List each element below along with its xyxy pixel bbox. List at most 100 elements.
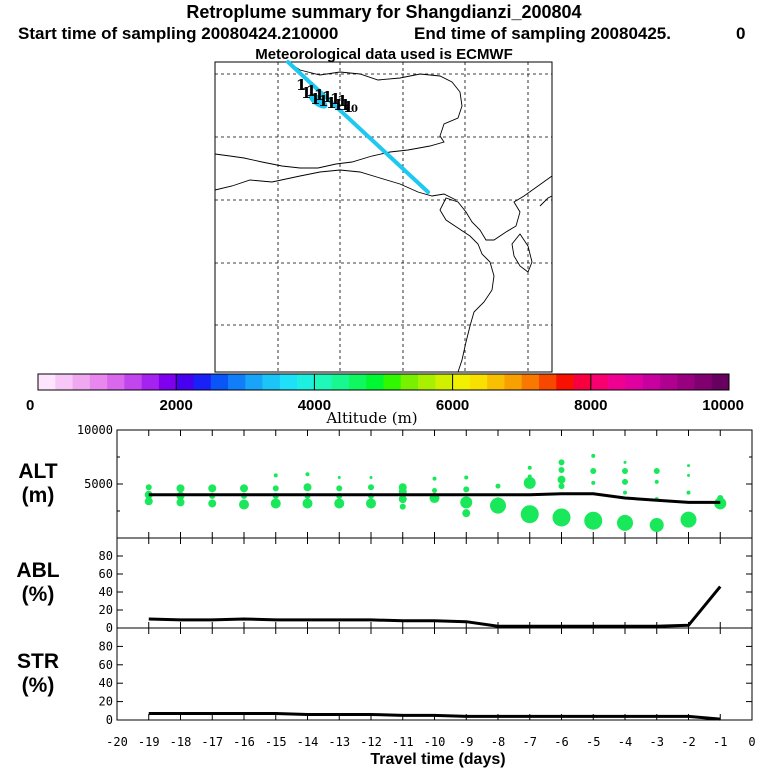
colorbar-swatch [176, 374, 194, 390]
y-tick-label: 0 [106, 713, 113, 727]
panel-ylabel: ABL [16, 559, 59, 582]
coastline [439, 175, 553, 373]
y-tick-label: 80 [99, 549, 113, 563]
scatter-point [464, 475, 469, 480]
colorbar-swatch [659, 374, 678, 390]
y-tick-label: 10000 [77, 423, 113, 437]
colorbar-tick-label: 2000 [160, 397, 193, 414]
scatter-point [208, 484, 217, 493]
colorbar-swatch [642, 374, 661, 390]
scatter-point [432, 487, 437, 493]
y-tick-label: 20 [99, 695, 113, 709]
colorbar-swatch [158, 374, 177, 390]
cluster-label: 10 [344, 104, 358, 115]
colorbar-tick-label: 8000 [574, 397, 607, 414]
scatter-point [590, 468, 597, 475]
colorbar-swatch [556, 374, 574, 390]
x-tick-label: -8 [491, 735, 505, 749]
cluster-label: 1 [326, 94, 336, 112]
scatter-point [490, 497, 506, 514]
scatter-point [368, 484, 374, 491]
colorbar-swatch [625, 374, 643, 390]
map-frame [214, 61, 553, 373]
end-time-label: End time of sampling 20080425. [414, 24, 671, 43]
end-time-suffix: 0 [736, 24, 746, 43]
cluster-label: 1 [296, 76, 306, 94]
border-line [214, 169, 457, 201]
colorbar-swatch [245, 374, 263, 390]
coastline-peninsula [511, 233, 533, 273]
scatter-point [558, 466, 565, 473]
scatter-point [305, 472, 310, 477]
x-tick-label: -14 [297, 735, 319, 749]
scatter-point [622, 468, 628, 475]
scatter-point [552, 508, 571, 527]
x-tick-label: -16 [233, 735, 255, 749]
scatter-point [591, 453, 596, 458]
colorbar-swatch [124, 374, 142, 390]
scatter-point [334, 498, 345, 509]
colorbar-swatch [297, 374, 315, 390]
plume-cluster-blob [308, 93, 328, 109]
scatter-point [653, 468, 660, 475]
colorbar-tick-label: 0 [26, 397, 34, 414]
colorbar-swatch [383, 374, 402, 390]
scatter-point [523, 476, 536, 489]
y-tick-label: 0 [106, 621, 113, 635]
panel-ylabel-unit: (%) [22, 674, 55, 697]
panel-frame [116, 627, 753, 721]
colorbar-swatch [228, 374, 246, 390]
colorbar-swatch [504, 374, 522, 390]
scatter-point [495, 483, 501, 489]
colorbar-tick-label: 10000 [702, 397, 744, 414]
met-data-label: Meteorological data used is ECMWF [255, 46, 513, 63]
cluster-label: 1 [314, 86, 324, 104]
coastline [539, 195, 553, 207]
scatter-point [272, 485, 279, 492]
map-gridlines [215, 62, 552, 372]
x-tick-label: -3 [650, 735, 664, 749]
colorbar-swatch [711, 374, 730, 390]
colorbar-swatch [677, 374, 695, 390]
colorbar-swatch [55, 374, 73, 390]
colorbar-swatch [694, 374, 713, 390]
scatter-point [687, 464, 690, 468]
x-tick-label: -1 [713, 735, 727, 749]
start-time-label: Start time of sampling 20080424.210000 [18, 24, 339, 43]
chart-title: Retroplume summary for Shangdianzi_20080… [186, 2, 582, 22]
cluster-label: 1 [337, 92, 347, 110]
colorbar-swatch [193, 374, 212, 390]
x-tick-label: -12 [360, 735, 382, 749]
colorbar-swatch [487, 374, 505, 390]
scatter-point [302, 498, 313, 509]
colorbar-label: Altitude (m) [325, 409, 417, 427]
scatter-point [337, 476, 341, 480]
cluster-label: 1 [301, 84, 311, 102]
colorbar-swatch [418, 374, 436, 390]
x-tick-label: -15 [265, 735, 287, 749]
scatter-point [584, 511, 603, 530]
y-tick-label: 20 [99, 603, 113, 617]
colorbar-swatch [573, 374, 592, 390]
y-tick-label: 5000 [84, 477, 113, 491]
x-tick-label: -2 [681, 735, 695, 749]
x-tick-label: -13 [328, 735, 350, 749]
scatter-point [558, 459, 565, 466]
scatter-point [399, 503, 406, 510]
x-tick-label: -18 [170, 735, 192, 749]
x-tick-label: -7 [523, 735, 537, 749]
colorbar: 0 2000 4000 6000 8000 10000 [26, 373, 744, 414]
x-tick-label: -20 [106, 735, 128, 749]
scatter-point [208, 499, 217, 508]
scatter-point [145, 484, 152, 491]
colorbar-swatch [331, 374, 350, 390]
alt-mean-line [148, 492, 721, 504]
colorbar-swatch [72, 374, 91, 390]
scatter-point [303, 483, 312, 492]
y-tick-label: 60 [99, 658, 113, 672]
cluster-label: 1 [340, 96, 350, 114]
y-tick-label: 60 [99, 567, 113, 581]
cluster-label: 1 [318, 92, 328, 110]
